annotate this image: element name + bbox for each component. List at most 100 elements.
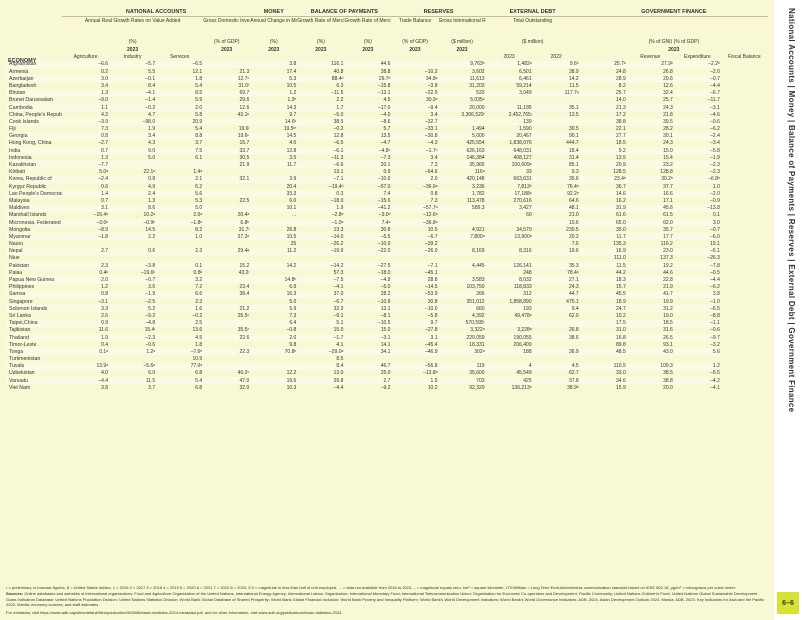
cell: 1.1	[62, 104, 109, 111]
cell: 1.8	[156, 75, 203, 82]
cell	[533, 118, 580, 125]
cell: 12.1	[156, 68, 203, 75]
cell: 93.1	[627, 341, 674, 348]
cell: –15.8	[344, 82, 391, 89]
cell	[203, 363, 250, 370]
cell: 20.9	[156, 118, 203, 125]
cell	[203, 118, 250, 125]
cell: 22.1ᵃ	[109, 169, 156, 176]
cell: 12.6	[627, 82, 674, 89]
economy-name: Sri Lanka	[6, 312, 62, 319]
cell: 1,858,890	[486, 298, 533, 305]
cell: 5.4	[156, 82, 203, 89]
cell: 3.9	[250, 176, 297, 183]
cell: 23.0	[627, 248, 674, 255]
cell: 30.8	[391, 298, 438, 305]
cell: 4,445	[439, 262, 486, 269]
cell: 88.4ᵈ	[297, 75, 344, 82]
cell: 41.7	[627, 291, 674, 298]
cell: 0.4ᵏ	[62, 269, 109, 276]
cell: 648,031	[486, 147, 533, 154]
cell: 5.4	[156, 125, 203, 132]
cell: 3.5	[250, 154, 297, 161]
cell: 3.8	[62, 384, 109, 391]
cell: 3,049	[486, 90, 533, 97]
cell: 13.5	[533, 111, 580, 118]
cell: 16.9	[580, 248, 627, 255]
cell	[62, 355, 109, 362]
cell: 444.7	[533, 140, 580, 147]
cell: 31,203	[439, 82, 486, 89]
cell: 6.2	[156, 183, 203, 190]
economy-name: Armenia	[6, 68, 62, 75]
cell: –1.7	[297, 334, 344, 341]
cell: –6.5	[156, 61, 203, 68]
economy-name: Nepal	[6, 248, 62, 255]
cell: 7.6	[533, 240, 580, 247]
cell: 0.8ᵏ	[156, 269, 203, 276]
cell: 4,392	[439, 312, 486, 319]
cell: 5.3	[250, 75, 297, 82]
cell: 28.2	[627, 125, 674, 132]
cell: –9.2	[344, 384, 391, 391]
cell	[203, 61, 250, 68]
cell: 14.5	[250, 133, 297, 140]
footer: • = preliminary or forecast figures, $ =…	[6, 585, 768, 616]
cell: 25.7ᵇ	[580, 61, 627, 68]
cell: 11.7	[580, 233, 627, 240]
economy-name: China, People's Republic of	[6, 111, 62, 118]
cell: 23.2	[627, 161, 674, 168]
cell: 34.1	[344, 348, 391, 355]
cell: 5,000	[439, 133, 486, 140]
cell: –4.3	[391, 140, 438, 147]
cell: 0.9	[344, 169, 391, 176]
economy-name: Bhutan	[6, 90, 62, 97]
cell: 7.5	[156, 147, 203, 154]
cell: 4.9	[109, 183, 156, 190]
cell: –4.1	[109, 90, 156, 97]
cell: 30.1	[627, 133, 674, 140]
cell: 8.8	[156, 133, 203, 140]
cell: 6.8	[156, 370, 203, 377]
cell: 30.5	[533, 125, 580, 132]
cell: 14.6ᵏ	[250, 118, 297, 125]
cell: 38.8	[344, 68, 391, 75]
cell: 10.5	[391, 226, 438, 233]
cell: 15.4	[627, 154, 674, 161]
cell: 76.4ᵇ	[533, 183, 580, 190]
cell: 38.9ᵇ	[533, 384, 580, 391]
cell: 190,055	[486, 334, 533, 341]
cell: –2.8ᵃ	[297, 212, 344, 219]
cell: 69.7	[203, 90, 250, 97]
cell: –12.6ᵃ	[391, 212, 438, 219]
cell: –0.6	[674, 327, 721, 334]
cell: 10.2	[391, 384, 438, 391]
cell: 3.1	[391, 334, 438, 341]
cell: 5.0ᵃ	[62, 169, 109, 176]
cell: 3,583	[439, 276, 486, 283]
cell: 9.4	[533, 305, 580, 312]
cell: –8.6	[344, 118, 391, 125]
cell: –2.4	[62, 176, 109, 183]
economy-name: Singapore	[6, 298, 62, 305]
cell	[203, 255, 250, 262]
cell: 5.9	[250, 305, 297, 312]
cell	[203, 355, 250, 362]
cell: 3.6	[109, 284, 156, 291]
cell	[439, 118, 486, 125]
main-panel: ECONOMY NATIONAL ACCOUNTSMONEYBALANCE OF…	[0, 0, 774, 620]
cell: 15.2	[203, 262, 250, 269]
cell: 7.3	[391, 161, 438, 168]
cell: –5.5	[344, 233, 391, 240]
cell: 3.7	[156, 140, 203, 147]
cell: –4.1	[297, 284, 344, 291]
cell: 31.7ᶦ	[203, 226, 250, 233]
cell: –4.0	[344, 111, 391, 118]
cell: 7,800ᵃ	[439, 233, 486, 240]
cell: –7.8	[674, 262, 721, 269]
cell: 1.9	[109, 125, 156, 132]
cell: 425	[486, 377, 533, 384]
cell: 9.7	[391, 320, 438, 327]
economy-name: Kiribati	[6, 169, 62, 176]
cell	[486, 255, 533, 262]
